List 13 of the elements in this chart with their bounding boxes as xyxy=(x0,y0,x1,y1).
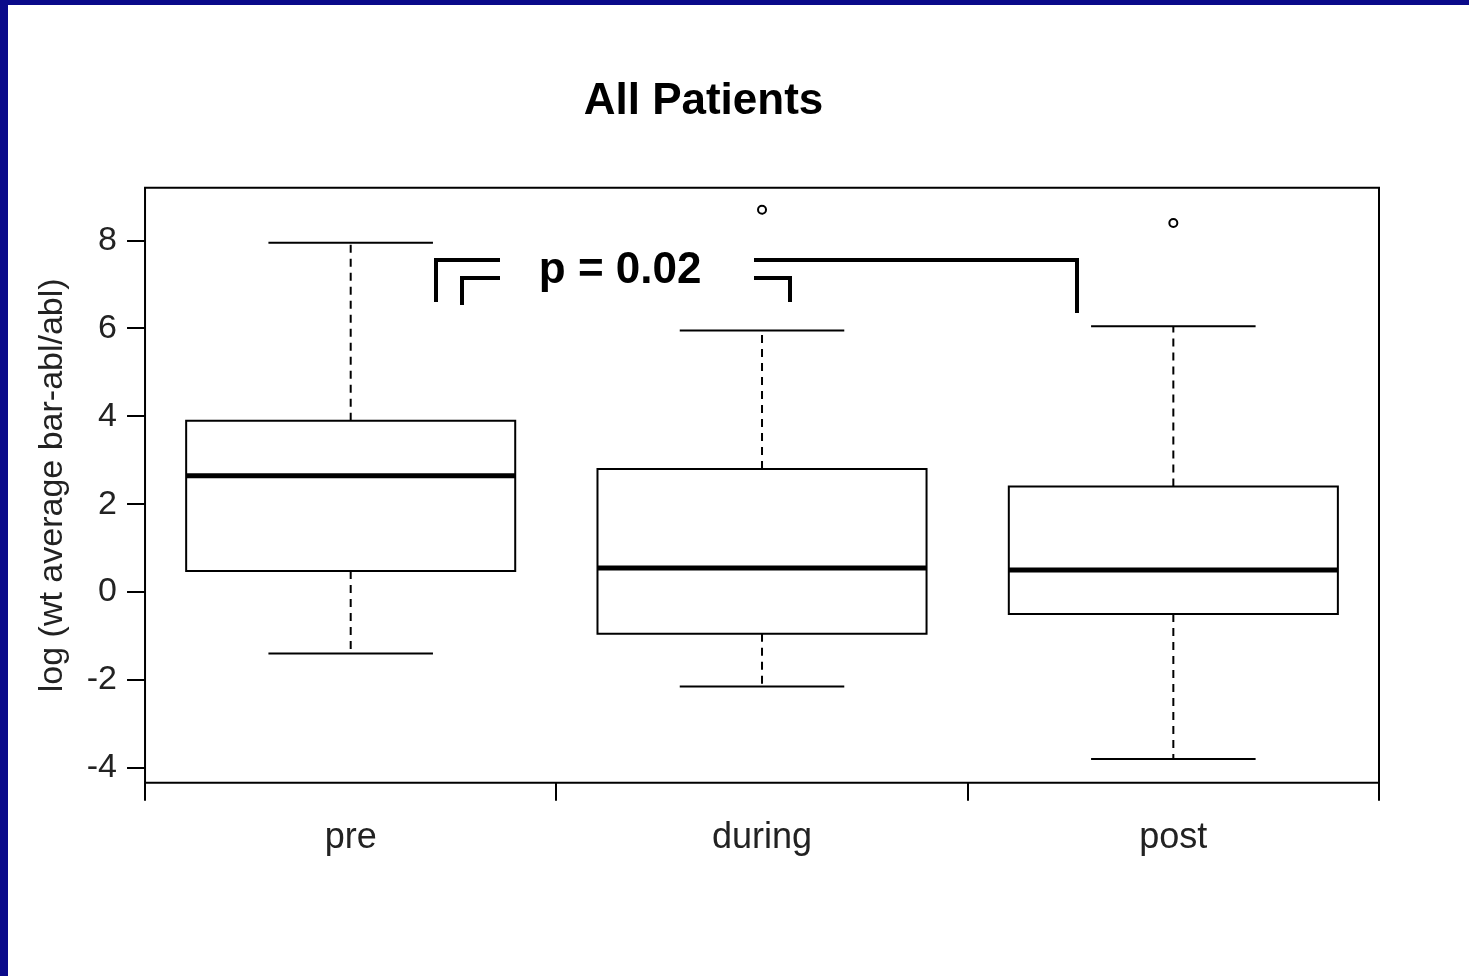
y-tick-label: 2 xyxy=(98,482,118,521)
y-tick-label: 0 xyxy=(98,570,118,609)
chart-title: All Patients xyxy=(583,73,824,123)
y-tick-label: -4 xyxy=(86,746,118,785)
x-tick-label: post xyxy=(1139,815,1208,857)
y-tick-label: -2 xyxy=(86,658,118,697)
y-tick-label: 4 xyxy=(98,394,118,433)
x-tick-label: during xyxy=(711,815,813,857)
x-tick-label: pre xyxy=(324,815,377,857)
y-tick-label: 8 xyxy=(98,218,118,257)
y-axis-title: log (wt average bar-abl/abl) xyxy=(30,278,69,693)
annotation: p = 0.02 xyxy=(538,242,702,292)
y-tick-label: 6 xyxy=(98,306,118,345)
